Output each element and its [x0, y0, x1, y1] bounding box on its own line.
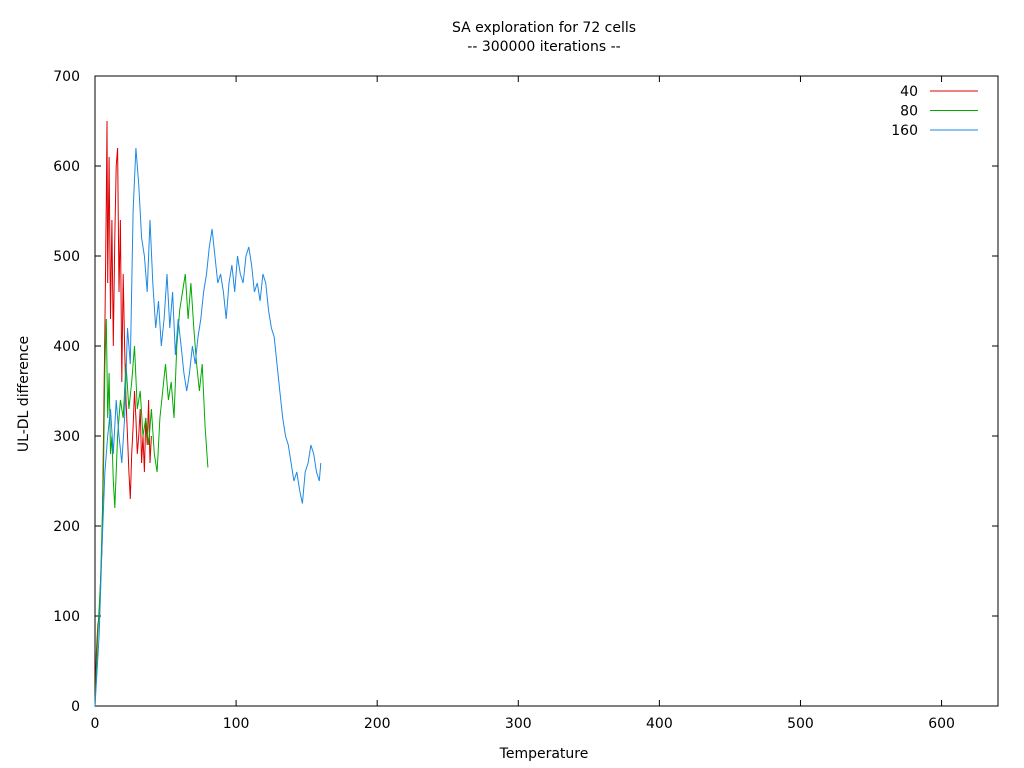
- series-line-80: [94, 273, 209, 707]
- y-tick-label: 100: [53, 609, 80, 625]
- x-axis-label: Temperature: [499, 746, 589, 762]
- legend-label-40: 40: [900, 84, 918, 100]
- y-tick-label: 200: [53, 519, 80, 535]
- chart-title: SA exploration for 72 cells: [452, 20, 636, 36]
- x-tick-label: 400: [646, 716, 673, 732]
- x-tick-label: 300: [505, 716, 532, 732]
- x-tick-label: 0: [91, 716, 100, 732]
- y-tick-label: 0: [71, 699, 80, 715]
- x-tick-label: 100: [223, 716, 250, 732]
- legend-label-160: 160: [891, 123, 918, 139]
- plot-frame: [94, 75, 999, 707]
- series-line-160: [94, 147, 322, 707]
- axis-ticks: 0 100 200 300 400 500 600 0 100 200 300 400 500 600 70…: [53, 69, 998, 732]
- legend: 40 80 160: [891, 84, 978, 139]
- y-tick-label: 400: [53, 339, 80, 355]
- y-tick-label: 700: [53, 69, 80, 85]
- x-tick-label: 500: [787, 716, 814, 732]
- series-lines: [94, 120, 322, 707]
- x-tick-label: 600: [928, 716, 955, 732]
- y-tick-label: 500: [53, 249, 80, 265]
- y-axis-label: UL-DL difference: [16, 336, 32, 452]
- chart-subtitle: -- 300000 iterations --: [467, 39, 620, 55]
- series-line-40: [94, 120, 152, 707]
- y-tick-label: 300: [53, 429, 80, 445]
- x-tick-label: 200: [364, 716, 391, 732]
- legend-label-80: 80: [900, 104, 918, 120]
- y-tick-label: 600: [53, 159, 80, 175]
